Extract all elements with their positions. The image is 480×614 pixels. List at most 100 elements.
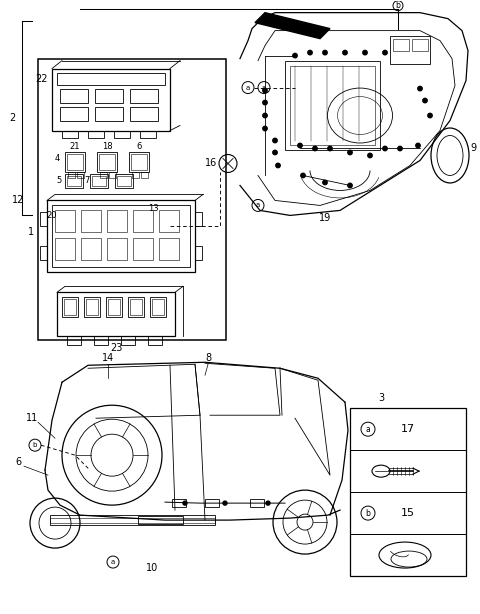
Text: 6: 6	[136, 142, 142, 151]
Bar	[52, 69, 170, 131]
Text: 16: 16	[205, 158, 217, 168]
Text: 14: 14	[102, 353, 114, 363]
Bar	[47, 200, 195, 273]
Text: 2: 2	[9, 112, 15, 123]
Circle shape	[276, 163, 280, 168]
Text: 22: 22	[36, 74, 48, 84]
Bar	[52, 206, 190, 267]
Bar	[152, 300, 164, 316]
Bar	[140, 131, 156, 138]
Text: 19: 19	[319, 214, 331, 223]
Text: a: a	[111, 559, 115, 565]
Bar	[65, 174, 83, 188]
Circle shape	[263, 114, 267, 118]
Bar	[130, 300, 142, 316]
Bar	[60, 88, 88, 103]
Circle shape	[328, 146, 332, 150]
Circle shape	[398, 146, 402, 150]
Bar	[67, 336, 81, 345]
Polygon shape	[255, 13, 330, 39]
Bar	[195, 246, 202, 260]
Circle shape	[423, 98, 427, 103]
Text: 15: 15	[401, 508, 415, 518]
Bar	[205, 499, 219, 507]
Bar	[130, 88, 158, 103]
Bar	[81, 211, 101, 233]
Bar	[350, 408, 466, 576]
Bar	[115, 174, 133, 188]
Bar	[65, 152, 85, 173]
Bar	[95, 107, 123, 120]
Bar	[55, 238, 75, 260]
Bar	[106, 297, 122, 317]
Bar	[159, 211, 179, 233]
Circle shape	[293, 53, 297, 58]
Bar	[129, 152, 149, 173]
Bar	[97, 152, 117, 173]
Bar	[100, 173, 107, 179]
Text: 23: 23	[110, 343, 122, 353]
Bar	[57, 72, 165, 85]
Circle shape	[223, 501, 227, 505]
Bar	[131, 155, 147, 171]
Text: 13: 13	[148, 204, 158, 213]
Bar	[62, 131, 78, 138]
Text: 21: 21	[70, 142, 80, 151]
Bar	[195, 212, 202, 227]
Text: 18: 18	[102, 142, 112, 151]
Bar	[55, 211, 75, 233]
Bar	[133, 238, 153, 260]
Text: 3: 3	[378, 393, 384, 403]
Bar	[99, 155, 115, 171]
Bar	[128, 297, 144, 317]
Bar	[88, 131, 104, 138]
Bar	[38, 58, 226, 340]
Bar	[64, 300, 76, 316]
Bar	[133, 211, 153, 233]
Circle shape	[273, 138, 277, 142]
Bar	[130, 107, 158, 120]
Text: 12: 12	[12, 195, 24, 206]
Circle shape	[383, 146, 387, 150]
Circle shape	[418, 87, 422, 91]
Circle shape	[416, 143, 420, 148]
Text: a: a	[262, 85, 266, 90]
Circle shape	[298, 143, 302, 148]
Bar	[84, 297, 100, 317]
Bar	[412, 39, 428, 50]
Text: 7: 7	[84, 176, 90, 185]
Bar	[40, 246, 47, 260]
Text: 10: 10	[146, 563, 158, 573]
Circle shape	[273, 150, 277, 155]
Circle shape	[348, 150, 352, 155]
Circle shape	[263, 100, 267, 105]
Bar	[150, 297, 166, 317]
Bar	[50, 515, 215, 525]
Bar	[132, 173, 139, 179]
Bar	[86, 300, 98, 316]
Circle shape	[348, 183, 352, 188]
Bar	[121, 336, 135, 345]
Bar	[107, 211, 127, 233]
Bar	[67, 176, 81, 187]
Text: 11: 11	[26, 413, 38, 423]
Bar	[138, 516, 183, 524]
Bar	[141, 173, 148, 179]
Bar	[393, 39, 409, 50]
Bar	[57, 292, 175, 336]
Text: b: b	[396, 1, 400, 10]
Bar	[77, 173, 84, 179]
Bar	[390, 36, 430, 64]
Text: b: b	[33, 442, 37, 448]
Text: 17: 17	[401, 424, 415, 434]
Bar	[50, 518, 215, 523]
Bar	[94, 336, 108, 345]
Circle shape	[313, 146, 317, 150]
Circle shape	[301, 173, 305, 177]
Text: b: b	[366, 508, 371, 518]
Text: 1: 1	[28, 227, 34, 238]
Text: 9: 9	[470, 144, 476, 154]
Circle shape	[266, 501, 270, 505]
Bar	[159, 238, 179, 260]
Bar	[285, 61, 380, 150]
